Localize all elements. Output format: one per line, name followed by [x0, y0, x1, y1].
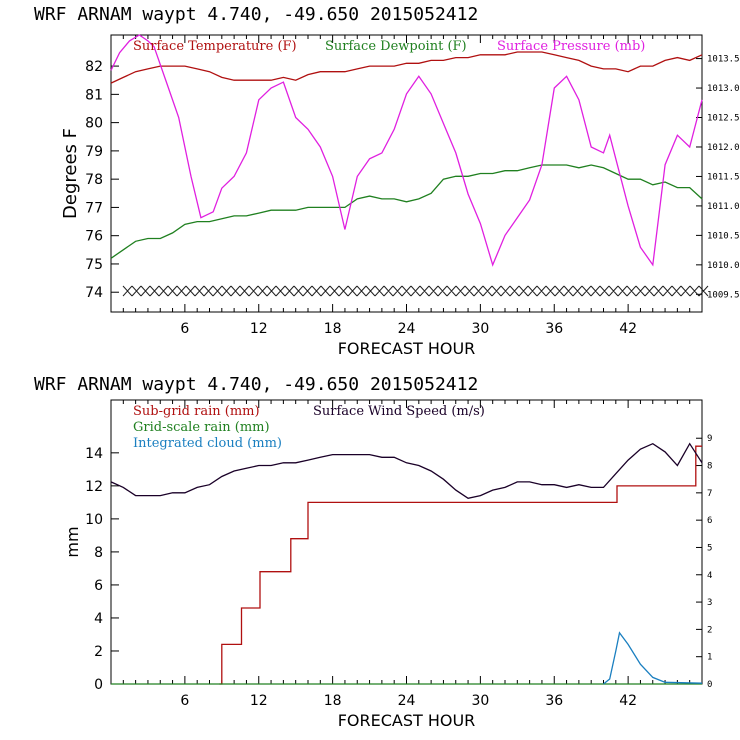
chart-title: WRF ARNAM waypt 4.740, -49.650 201505241…	[34, 374, 478, 395]
y2-tick-label: 1013.5	[707, 55, 740, 65]
y-axis-label: Degrees F	[60, 128, 81, 219]
series-line-1	[110, 51, 703, 84]
y2-tick-label: 3	[707, 598, 712, 608]
y-tick-label: 80	[85, 116, 103, 132]
x-tick-label: 36	[545, 693, 563, 709]
y2-tick-label: 5	[707, 543, 712, 553]
y2-tick-label: 6	[707, 516, 712, 526]
series-line-4	[110, 442, 703, 499]
y2-tick-label: 1010.0	[707, 261, 740, 271]
legend-entry: Surface Pressure (mb)	[497, 39, 645, 54]
y2-tick-label: 1012.5	[707, 114, 740, 124]
y-tick-label: 8	[94, 545, 103, 561]
x-tick-label: 12	[250, 321, 268, 337]
y2-tick-label: 8	[707, 462, 712, 472]
y-tick-label: 10	[85, 512, 103, 528]
y-tick-label: 77	[85, 200, 103, 216]
x-tick-label: 12	[250, 693, 268, 709]
y2-tick-label: 1011.5	[707, 172, 740, 182]
x-axis-label: FORECAST HOUR	[338, 339, 476, 358]
x-tick-label: 24	[398, 321, 416, 337]
x-tick-label: 18	[324, 321, 342, 337]
x-tick-label: 6	[180, 321, 189, 337]
y2-tick-label: 4	[707, 571, 712, 581]
x-tick-label: 6	[180, 693, 189, 709]
x-tick-label: 42	[619, 321, 637, 337]
y-tick-label: 75	[85, 257, 103, 273]
legend-entry: Surface Wind Speed (m/s)	[313, 404, 485, 419]
series-line-2	[110, 164, 703, 259]
series-line-3	[603, 631, 703, 685]
y2-tick-label: 1011.0	[707, 202, 740, 212]
x-tick-label: 42	[619, 693, 637, 709]
y-tick-label: 6	[94, 578, 103, 594]
y-tick-label: 81	[85, 87, 103, 103]
chart-panel-2: WRF ARNAM waypt 4.740, -49.650 201505241…	[34, 374, 712, 730]
series-line-1	[219, 445, 702, 685]
x-tick-label: 36	[545, 321, 563, 337]
y-tick-label: 14	[85, 446, 103, 462]
y2-tick-label: 9	[707, 434, 712, 444]
series-line-3	[110, 34, 703, 267]
y-tick-label: 0	[94, 677, 103, 693]
y-axis-label: mm	[63, 526, 82, 557]
x-axis-label: FORECAST HOUR	[338, 711, 476, 730]
y-tick-label: 76	[85, 229, 103, 245]
x-tick-label: 30	[471, 693, 489, 709]
y2-tick-label: 1010.5	[707, 231, 740, 241]
x-tick-label: 18	[324, 693, 342, 709]
y-tick-label: 12	[85, 479, 103, 495]
hatch-band	[122, 285, 709, 297]
y2-tick-label: 1012.0	[707, 143, 740, 153]
y-tick-label: 78	[85, 172, 103, 188]
y2-tick-label: 2	[707, 625, 712, 635]
y2-tick-label: 1013.0	[707, 84, 740, 94]
plot-frame	[110, 34, 703, 313]
legend-entry: Sub-grid rain (mm)	[133, 404, 260, 419]
x-tick-label: 30	[471, 321, 489, 337]
y-tick-label: 4	[94, 611, 103, 627]
legend-entry: Integrated cloud (mm)	[133, 436, 282, 451]
chart-title: WRF ARNAM waypt 4.740, -49.650 201505241…	[34, 4, 478, 25]
y-tick-label: 79	[85, 144, 103, 160]
y2-tick-label: 1	[707, 653, 712, 663]
chart-panel-1: WRF ARNAM waypt 4.740, -49.650 201505241…	[34, 4, 740, 358]
y-tick-label: 82	[85, 59, 103, 75]
x-tick-label: 24	[398, 693, 416, 709]
legend-entry: Grid-scale rain (mm)	[133, 420, 270, 435]
legend-entry: Surface Dewpoint (F)	[325, 39, 467, 54]
y-tick-label: 74	[85, 285, 103, 301]
legend-entry: Surface Temperature (F)	[133, 39, 297, 54]
y2-tick-label: 1009.5	[707, 290, 740, 300]
y2-tick-label: 7	[707, 489, 712, 499]
y-tick-label: 2	[94, 644, 103, 660]
y2-tick-label: 0	[707, 680, 712, 690]
